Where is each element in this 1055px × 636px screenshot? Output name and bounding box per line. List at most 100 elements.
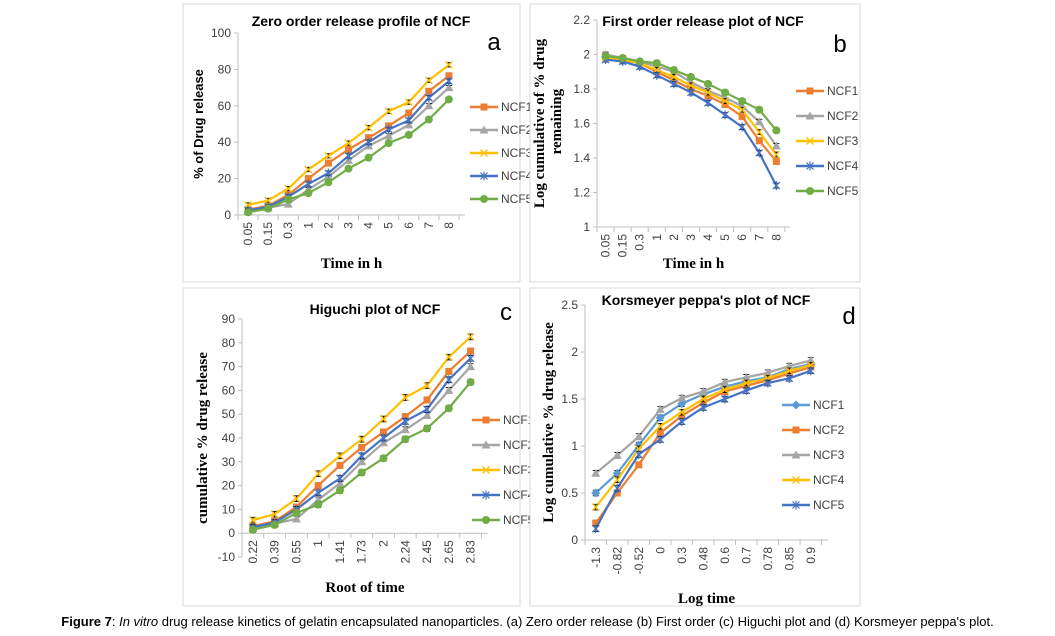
series-NCF3 [601, 53, 781, 159]
marker-square [304, 175, 312, 183]
marker-asterisk [324, 168, 333, 178]
y-axis-label-line: Log cumulative of % drug [532, 38, 548, 208]
legend-label: NCF5 [503, 513, 535, 527]
marker-triangle [283, 199, 293, 208]
marker-square [678, 412, 686, 420]
y-tick-label: 10 [222, 502, 236, 516]
marker-circle [404, 130, 413, 139]
x-tick-label: 6 [402, 222, 416, 229]
panel-letter: d [842, 303, 855, 330]
chart-panel-a: Zero order release profile of NCF a 0 20 40 6… [182, 3, 533, 283]
marker-x [669, 72, 678, 81]
legend-item-NCF5: NCF5 [472, 513, 535, 527]
y-axis-label: % of Drug release [191, 69, 206, 179]
marker-diamond [791, 400, 801, 410]
y-tick-label: 1.8 [573, 82, 590, 96]
x-axis-label: Root of time [325, 580, 404, 596]
marker-asterisk [772, 181, 781, 191]
x-tick-label: 0.05 [599, 234, 613, 258]
x-tick-label: -0.82 [610, 547, 624, 575]
legend-item-NCF1: NCF1 [470, 100, 533, 114]
marker-circle [601, 52, 610, 61]
legend-item-NCF3: NCF3 [472, 463, 535, 477]
x-axis-label: Log time [678, 591, 735, 607]
series-NCF4 [591, 361, 815, 512]
marker-square [324, 159, 332, 167]
marker-circle [686, 72, 695, 81]
legend-label: NCF5 [813, 498, 845, 512]
marker-x [424, 76, 433, 85]
marker-triangle [422, 410, 432, 419]
legend-item-NCF2: NCF2 [470, 123, 533, 137]
marker-square [721, 101, 729, 109]
legend-item-NCF5: NCF5 [796, 184, 859, 198]
x-tick-label: 5 [382, 222, 396, 229]
y-tick-label: 60 [222, 383, 236, 397]
y-tick-label: 90 [222, 312, 236, 326]
y-tick-label: 2 [571, 345, 578, 359]
marker-square [613, 489, 621, 497]
marker-square [772, 157, 780, 165]
legend-label: NCF5 [827, 184, 859, 198]
marker-circle [401, 435, 410, 444]
series-NCF5 [244, 95, 453, 217]
y-tick-label: 50 [222, 407, 236, 421]
marker-square [467, 347, 475, 355]
marker-asterisk [742, 386, 751, 396]
x-tick-label: 7 [422, 222, 436, 229]
marker-circle [618, 53, 627, 62]
marker-triangle [741, 372, 751, 381]
marker-square [656, 429, 664, 437]
marker-x [792, 476, 800, 484]
marker-x [634, 444, 643, 453]
marker-x [699, 395, 708, 403]
legend-item-NCF3: NCF3 [796, 134, 859, 148]
legend-item-NCF5: NCF5 [470, 192, 533, 206]
y-tick-label: 0 [571, 533, 578, 547]
marker-x [364, 123, 373, 132]
legend-label: NCF3 [501, 146, 533, 160]
legend-label: NCF3 [827, 134, 859, 148]
chart-title: Korsmeyer peppa's plot of NCF [602, 292, 811, 308]
y-tick-label: 80 [218, 62, 232, 76]
marker-asterisk [669, 79, 678, 89]
series-NCF5 [601, 52, 781, 135]
y-tick-label: 30 [222, 455, 236, 469]
marker-triangle [655, 404, 665, 413]
marker-x [324, 151, 333, 160]
marker-triangle [479, 125, 489, 134]
marker-asterisk [404, 115, 413, 125]
marker-asterisk [364, 137, 373, 147]
marker-circle [806, 187, 814, 195]
marker-asterisk [444, 375, 453, 385]
marker-x [404, 98, 413, 107]
marker-x [591, 503, 600, 512]
marker-x [423, 381, 432, 390]
marker-asterisk [656, 434, 665, 444]
marker-square [792, 426, 800, 434]
marker-triangle [612, 450, 622, 459]
marker-circle [364, 153, 373, 162]
marker-x [806, 361, 815, 370]
marker-circle [423, 424, 432, 433]
legend-item-NCF5: NCF5 [782, 498, 845, 512]
marker-triangle [291, 514, 301, 523]
x-axis-label: Time in h [663, 256, 725, 272]
legend-label: NCF1 [827, 84, 859, 98]
caption-label: Figure 7 [61, 614, 112, 629]
marker-triangle [754, 117, 764, 126]
x-tick-label: 1 [311, 540, 325, 547]
y-axis-label: cumulative % drug release [195, 352, 211, 524]
y-tick-label: 70 [222, 360, 236, 374]
chart-panel-c: Higuchi plot of NCF c -10 0 10 20 30 40 50 60 70 80… [182, 287, 535, 607]
marker-x [284, 184, 293, 193]
marker-circle [284, 195, 293, 204]
marker-asterisk [480, 171, 488, 181]
marker-square [405, 109, 413, 117]
marker-asterisk [652, 70, 661, 80]
marker-circle [270, 520, 279, 529]
x-tick-label: 6 [735, 234, 749, 241]
series-NCF5 [591, 366, 815, 534]
marker-asterisk [806, 366, 815, 376]
series-NCF5 [248, 378, 475, 534]
